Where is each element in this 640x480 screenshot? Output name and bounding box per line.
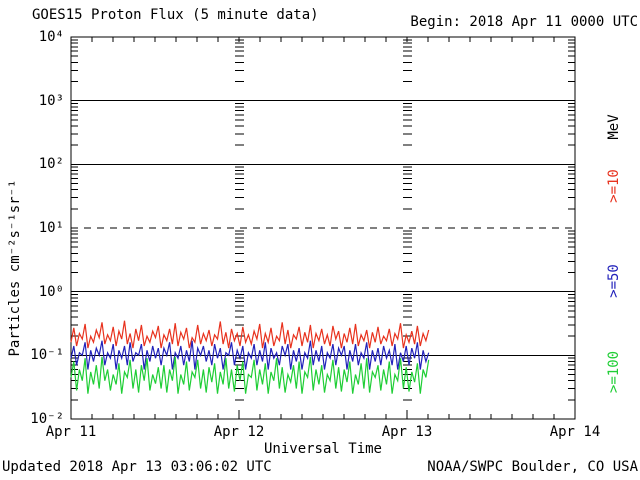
- begin-timestamp: Begin: 2018 Apr 11 0000 UTC: [410, 14, 638, 30]
- y-tick-label-1e3: 10³: [38, 93, 64, 109]
- y-tick-label-1e-1: 10⁻¹: [30, 347, 64, 363]
- y-tick-label-1e1: 10¹: [38, 220, 64, 236]
- legend-ge100-label: >=100: [606, 350, 622, 394]
- chart-title: GOES15 Proton Flux (5 minute data): [32, 7, 319, 23]
- legend-ge10-label: >=10: [606, 169, 622, 203]
- y-axis-title: Particles cm⁻²s⁻¹sr⁻¹: [7, 179, 23, 357]
- x-tick-label-apr11: Apr 11: [45, 424, 97, 440]
- y-tick-label-1e-2: 10⁻²: [30, 411, 64, 427]
- x-tick-label-apr12: Apr 12: [213, 424, 265, 440]
- y-tick-label-1e2: 10²: [38, 156, 64, 172]
- x-tick-label-apr13: Apr 13: [381, 424, 433, 440]
- y-tick-label-1e4: 10⁴: [38, 29, 64, 45]
- x-axis-title: Universal Time: [263, 441, 382, 457]
- updated-timestamp: Updated 2018 Apr 13 03:06:02 UTC: [2, 459, 272, 475]
- x-tick-label-apr14: Apr 14: [549, 424, 601, 440]
- source-attribution: NOAA/SWPC Boulder, CO USA: [427, 459, 638, 475]
- y-tick-label-1e0: 10⁰: [38, 284, 64, 300]
